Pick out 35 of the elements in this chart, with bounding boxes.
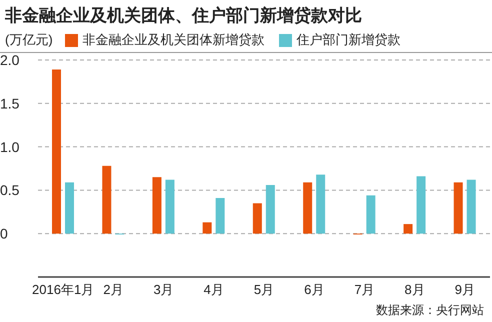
y-axis-title: (万亿元) bbox=[5, 31, 53, 49]
y-tick-label: 0 bbox=[0, 226, 8, 242]
x-tick-label: 3月 bbox=[153, 282, 174, 298]
bar bbox=[216, 198, 225, 234]
bar bbox=[65, 182, 74, 234]
x-tick-label: 2月 bbox=[103, 282, 124, 298]
bar bbox=[152, 177, 162, 234]
legend-label: 住户部门新增贷款 bbox=[296, 31, 401, 49]
y-tick-label: 1.0 bbox=[0, 138, 20, 155]
x-tick-label: 4月 bbox=[204, 282, 224, 298]
bar bbox=[303, 182, 312, 234]
source-note: 数据来源：央行网站 bbox=[376, 302, 484, 319]
bar bbox=[52, 70, 61, 234]
bar bbox=[404, 224, 413, 234]
x-tick-label: 9月 bbox=[454, 282, 476, 298]
y-tick-label: 2.0 bbox=[0, 52, 20, 68]
bar bbox=[266, 184, 275, 234]
bar bbox=[316, 174, 326, 234]
bar bbox=[416, 176, 426, 234]
y-tick-label: 0.5 bbox=[0, 182, 20, 198]
bar bbox=[165, 180, 174, 234]
bar bbox=[252, 203, 262, 234]
x-tick-label: 2016年1月 bbox=[32, 282, 94, 298]
bar bbox=[202, 222, 212, 234]
bar bbox=[366, 195, 376, 234]
legend-label: 非金融企业及机关团体新增贷款 bbox=[82, 31, 265, 49]
bar bbox=[102, 166, 112, 234]
x-tick-label: 6月 bbox=[304, 282, 324, 298]
x-tick-label: 8月 bbox=[404, 282, 425, 298]
x-tick-label: 5月 bbox=[254, 282, 274, 298]
bar bbox=[466, 180, 476, 234]
bar bbox=[454, 182, 463, 234]
chart-title: 非金融企业及机关团体、住户部门新增贷款对比 bbox=[5, 5, 362, 27]
x-tick-label: 7月 bbox=[354, 282, 375, 298]
y-tick-label: 1.5 bbox=[0, 95, 20, 112]
